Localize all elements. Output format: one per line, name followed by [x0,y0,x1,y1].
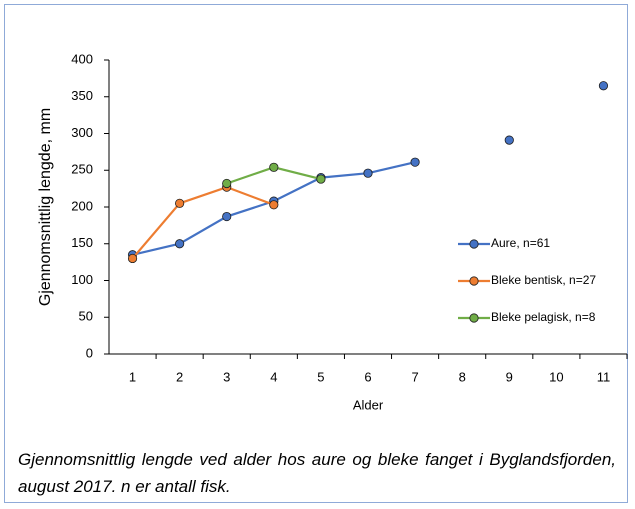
series-line [131,185,275,260]
legend-marker [469,313,479,323]
x-tick-label: 8 [459,369,466,384]
point [316,174,326,184]
legend-label: Aure, n=61 [491,236,550,250]
x-tick-label: 7 [411,369,418,384]
legend-marker [469,239,479,249]
y-tick-label: 400 [71,51,93,66]
point [175,239,185,249]
point [504,135,514,145]
legend-label: Bleke bentisk, n=27 [491,273,596,287]
y-tick-label: 300 [71,125,93,140]
point [269,200,279,210]
point [410,157,420,167]
caption: Gjennomsnittlig lengde ved alder hos aur… [18,450,616,496]
y-tick-label: 0 [86,345,93,360]
x-tick-label: 2 [176,369,183,384]
frame [4,4,628,503]
point [222,178,232,189]
x-tick-label: 5 [317,369,324,384]
y-tick-label: 150 [71,235,93,250]
point [598,81,609,91]
legend-label: Bleke pelagisk, n=8 [491,310,596,324]
x-tick-label: 4 [270,369,277,384]
x-axis-label: Alder [353,397,384,412]
point [363,168,373,178]
x-tick-label: 6 [364,369,371,384]
point [222,211,232,222]
x-tick-label: 10 [549,369,563,384]
x-tick-label: 11 [597,369,611,384]
x-tick-label: 1 [129,369,136,384]
point [127,253,138,264]
y-axis-label: Gjennomsnittlig lengde, mm [37,108,54,306]
point [175,198,185,208]
y-tick-label: 200 [71,198,93,213]
x-tick-label: 3 [223,369,230,384]
x-tick-label: 9 [506,369,513,384]
chart: Gjennomsnittlig lengde, mm Alder 0 50 100 1… [37,51,628,412]
y-tick-label: 250 [71,162,93,177]
point [269,162,279,172]
y-tick-label: 100 [71,272,93,287]
y-tick-label: 350 [71,88,93,103]
y-tick-label: 50 [79,309,93,324]
legend-marker [469,276,479,286]
